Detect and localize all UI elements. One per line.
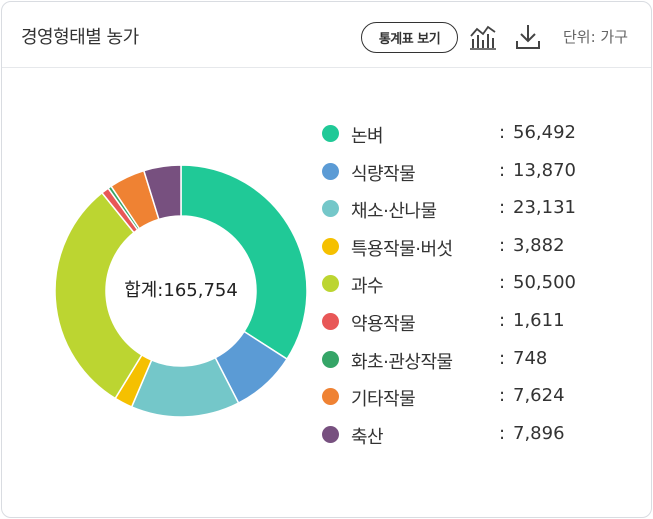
legend-label: 화초·관상작물 <box>351 351 453 373</box>
legend-separator: : <box>499 385 506 407</box>
card-header: 경영형태별 농가 통계표 보기 단위: 가구 <box>2 2 651 68</box>
legend-color-dot <box>322 313 339 330</box>
donut-slice-4[interactable] <box>54 191 143 400</box>
legend-label: 특용작물·버섯 <box>351 238 453 260</box>
legend-value: 56,492 <box>513 122 576 143</box>
legend-separator: : <box>499 159 506 181</box>
view-stats-table-button[interactable]: 통계표 보기 <box>361 22 458 53</box>
legend-separator: : <box>499 310 506 331</box>
legend-value: 23,131 <box>513 197 576 219</box>
legend-separator: : <box>499 122 506 143</box>
legend-color-dot <box>322 237 339 255</box>
legend-value: 1,611 <box>513 310 565 331</box>
legend-separator: : <box>499 422 506 444</box>
legend-color-dot <box>322 200 339 218</box>
legend-item[interactable]: 과수:50,500 <box>320 270 620 300</box>
legend-value: 13,870 <box>513 159 576 181</box>
legend-label: 약용작물 <box>351 314 416 335</box>
legend-item[interactable]: 약용작물:1,611 <box>320 308 620 338</box>
legend-value: 748 <box>513 347 548 369</box>
legend-separator: : <box>499 197 506 219</box>
legend-item[interactable]: 채소·산나물:23,131 <box>320 195 620 225</box>
legend-value: 50,500 <box>513 272 576 294</box>
line-bar-chart-icon[interactable] <box>468 22 498 52</box>
legend-label: 식량작물 <box>351 163 416 185</box>
download-icon[interactable] <box>513 22 543 52</box>
legend-label: 과수 <box>351 276 384 298</box>
legend-color-dot <box>322 350 339 368</box>
legend-label: 채소·산나물 <box>351 201 437 223</box>
legend-value: 3,882 <box>513 234 565 256</box>
legend-color-dot <box>322 162 339 180</box>
legend-value: 7,624 <box>513 385 565 407</box>
legend-color-dot <box>322 425 339 443</box>
donut-chart: 합계:165,754 <box>54 164 308 418</box>
legend-value: 7,896 <box>513 422 565 444</box>
legend-item[interactable]: 축산:7,896 <box>320 421 620 451</box>
legend-color-dot <box>322 388 339 406</box>
legend-color-dot <box>322 125 339 142</box>
legend-separator: : <box>499 347 506 369</box>
legend-label: 기타작물 <box>351 389 416 411</box>
legend-item[interactable]: 기타작물:7,624 <box>320 383 620 413</box>
legend-item[interactable]: 식량작물:13,870 <box>320 158 620 188</box>
legend-separator: : <box>499 234 506 256</box>
legend-label: 논벼 <box>351 126 384 147</box>
donut-slice-8[interactable] <box>142 164 182 221</box>
card-title: 경영형태별 농가 <box>21 27 139 48</box>
legend-item[interactable]: 논벼:56,492 <box>320 120 620 150</box>
legend-item[interactable]: 화초·관상작물:748 <box>320 346 620 376</box>
donut-slice-0[interactable] <box>180 164 308 361</box>
legend-label: 축산 <box>351 426 384 448</box>
legend-item[interactable]: 특용작물·버섯:3,882 <box>320 233 620 263</box>
unit-label: 단위: 가구 <box>563 28 629 46</box>
center-total-label: 합계:165,754 <box>124 280 238 301</box>
legend-color-dot <box>322 275 339 293</box>
legend-separator: : <box>499 272 506 294</box>
